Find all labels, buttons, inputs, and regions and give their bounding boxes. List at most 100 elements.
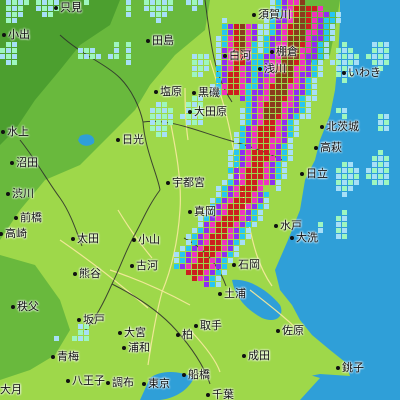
rain-cell	[240, 234, 245, 239]
rain-cell	[264, 198, 269, 203]
rain-cell	[246, 174, 251, 179]
city-label: 高崎	[5, 227, 27, 240]
rain-cell	[288, 84, 293, 89]
rain-cell	[126, 54, 131, 59]
rain-cell	[294, 84, 299, 89]
rain-cell	[222, 42, 227, 47]
city-label: 日立	[306, 167, 328, 180]
rain-cell	[288, 42, 293, 47]
rain-cell	[252, 36, 257, 41]
rain-cell	[222, 234, 227, 239]
rain-cell	[264, 108, 269, 113]
rain-cell	[198, 252, 203, 257]
rain-cell	[252, 48, 257, 53]
rain-cell	[258, 72, 263, 77]
rain-cell	[252, 24, 257, 29]
city-marker	[54, 6, 58, 10]
rain-cell	[300, 30, 305, 35]
rain-cell	[228, 60, 233, 65]
rain-cell	[282, 96, 287, 101]
rain-cell	[264, 114, 269, 119]
rain-cell	[252, 138, 257, 143]
rain-cell	[258, 90, 263, 95]
rain-cell	[210, 222, 215, 227]
city-marker	[252, 13, 256, 17]
rain-cell	[366, 54, 371, 59]
city-label: 浦和	[128, 341, 150, 354]
rain-cell	[264, 72, 269, 77]
rain-cell	[264, 180, 269, 185]
rain-cell	[258, 84, 263, 89]
city-label: 成田	[248, 349, 270, 362]
rain-cell	[300, 84, 305, 89]
city-label: 熊谷	[79, 267, 101, 280]
rain-cell	[78, 54, 83, 59]
rain-cell	[228, 192, 233, 197]
rain-cell	[228, 198, 233, 203]
rain-cell	[222, 72, 227, 77]
rain-cell	[294, 102, 299, 107]
rain-cell	[222, 216, 227, 221]
rain-cell	[378, 174, 383, 179]
rain-cell	[378, 48, 383, 53]
rain-cell	[198, 60, 203, 65]
rain-cell	[174, 258, 179, 263]
rain-cell	[6, 12, 11, 17]
city-label: 只見	[60, 1, 82, 14]
rain-cell	[240, 228, 245, 233]
rain-cell	[258, 174, 263, 179]
city-marker	[146, 39, 150, 43]
rain-cell	[258, 210, 263, 215]
rain-cell	[240, 204, 245, 209]
rain-cell	[240, 120, 245, 125]
rain-cell	[288, 102, 293, 107]
rain-cell	[126, 42, 131, 47]
rain-cell	[306, 30, 311, 35]
rain-cell	[270, 144, 275, 149]
rain-cell	[294, 24, 299, 29]
rain-cell	[264, 24, 269, 29]
rain-cell	[288, 36, 293, 41]
city-marker	[300, 172, 304, 176]
rain-cell	[318, 228, 323, 233]
rain-cell	[282, 72, 287, 77]
rain-cell	[222, 264, 227, 269]
rain-cell	[276, 54, 281, 59]
city-label: 船橋	[188, 368, 210, 381]
rain-cell	[210, 258, 215, 263]
rain-cell	[126, 48, 131, 53]
rain-cell	[156, 114, 161, 119]
rain-cell	[186, 0, 191, 5]
rain-cell	[210, 234, 215, 239]
rain-cell	[210, 90, 215, 95]
rain-cell	[264, 90, 269, 95]
rain-cell	[12, 48, 17, 53]
rain-cell	[216, 192, 221, 197]
rain-cell	[294, 78, 299, 83]
rain-cell	[216, 258, 221, 263]
city-marker	[2, 33, 6, 37]
rain-cell	[6, 18, 11, 23]
rain-cell	[210, 210, 215, 215]
rain-cell	[336, 168, 341, 173]
rain-cell	[204, 270, 209, 275]
rain-cell	[270, 24, 275, 29]
rain-cell	[354, 60, 359, 65]
rain-cell	[162, 132, 167, 137]
rain-cell	[246, 126, 251, 131]
rain-cell	[282, 114, 287, 119]
rain-cell	[240, 54, 245, 59]
rain-cell	[258, 48, 263, 53]
rain-cell	[282, 6, 287, 11]
rain-cell	[336, 216, 341, 221]
rain-cell	[246, 48, 251, 53]
rain-cell	[234, 180, 239, 185]
rain-cell	[342, 234, 347, 239]
rain-cell	[228, 252, 233, 257]
rain-cell	[204, 258, 209, 263]
city-label: 取手	[200, 319, 222, 332]
city-label: 柏	[182, 328, 193, 341]
city-marker	[192, 91, 196, 95]
rain-cell	[276, 132, 281, 137]
